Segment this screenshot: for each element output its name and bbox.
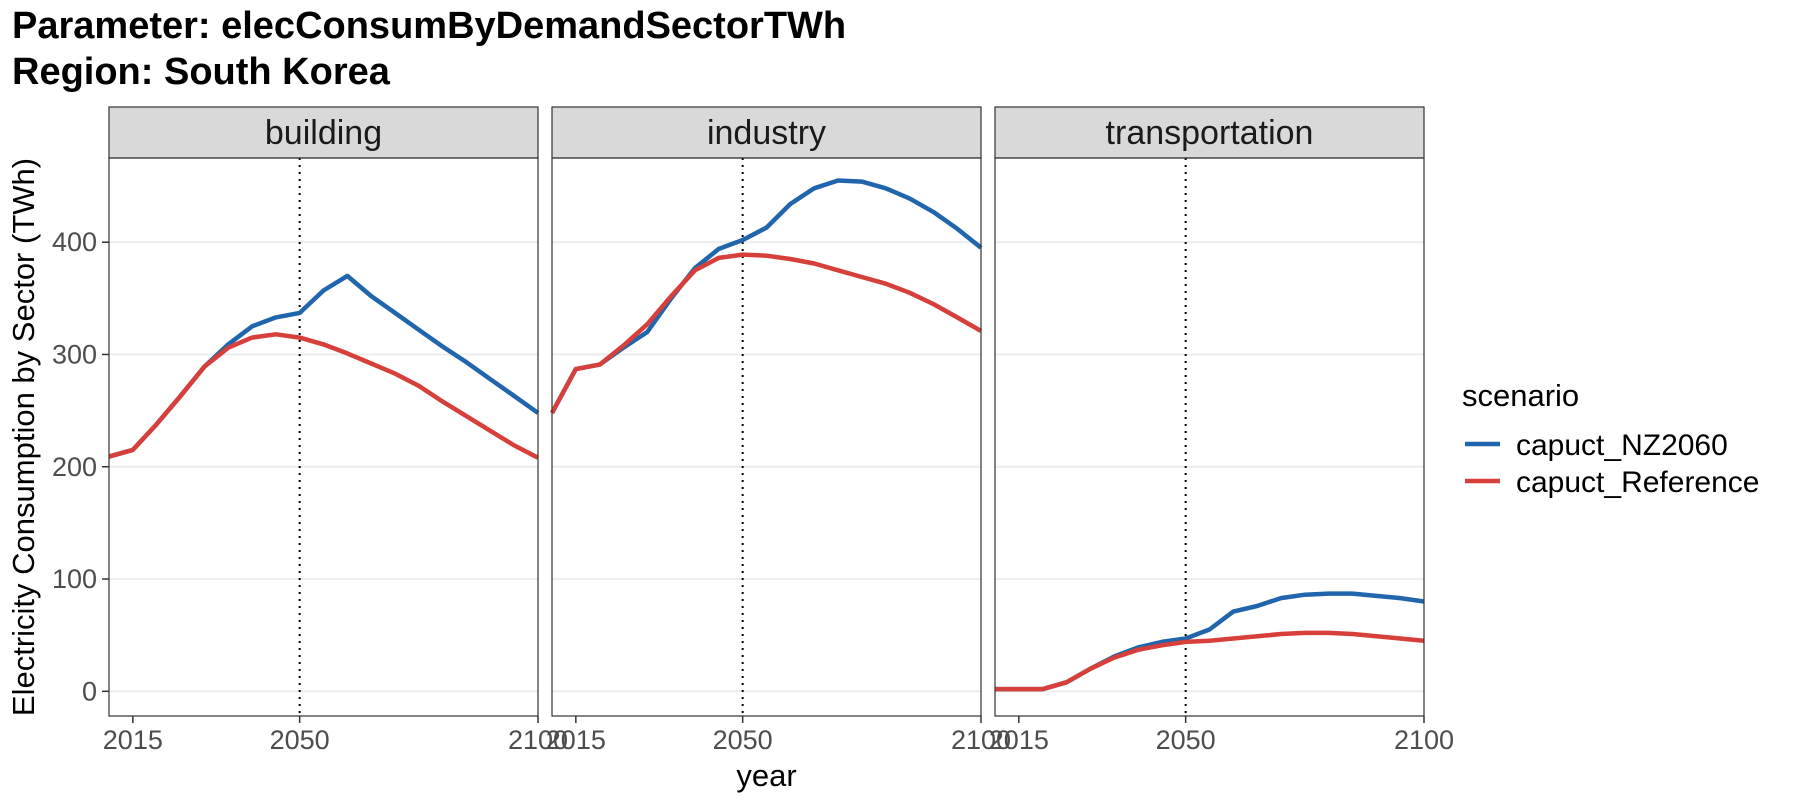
x-tick-label: 2050: [1156, 725, 1216, 755]
y-tick-label: 400: [52, 227, 97, 257]
legend-title: scenario: [1462, 378, 1579, 413]
x-tick-label: 2100: [951, 725, 1011, 755]
facet-panel-building: building 2015 2050 2100: [103, 106, 568, 755]
panel-border: [994, 157, 1425, 717]
x-tick-label: 2050: [270, 725, 330, 755]
x-tick-label: 2015: [546, 725, 606, 755]
chart-title-line2: Region: South Korea: [12, 51, 391, 93]
panel-border: [108, 157, 539, 717]
facet-panel-transportation: transportation 2015 2050 2100: [989, 106, 1454, 755]
y-tick-label: 100: [52, 564, 97, 594]
y-tick-label: 200: [52, 452, 97, 482]
x-tick-label: 2100: [1394, 725, 1454, 755]
y-tick-label: 300: [52, 339, 97, 369]
facet-strip: [551, 106, 982, 159]
x-tick-label: 2050: [713, 725, 773, 755]
x-tick-label: 2100: [508, 725, 568, 755]
facet-panel-industry: industry 2015 2050 2100: [546, 106, 1011, 755]
series-line-capuct_Reference: [108, 332, 540, 460]
panel-border: [551, 157, 982, 717]
facet-strip-label: building: [265, 114, 382, 152]
legend-label-capuct_Reference: capuct_Reference: [1516, 466, 1760, 499]
x-tick-label: 2015: [989, 725, 1049, 755]
series-line-capuct_Reference: [550, 252, 983, 414]
facet-strip-label: transportation: [1106, 114, 1314, 152]
legend: scenario capuct_NZ2060 capuct_Reference: [1462, 378, 1760, 499]
chart-title-line1: Parameter: elecConsumByDemandSectorTWh: [12, 5, 846, 47]
series-line-capuct_NZ2060: [108, 273, 540, 459]
y-axis-title: Electricity Consumption by Sector (TWh): [6, 158, 41, 716]
series-line-capuct_Reference: [995, 630, 1425, 692]
facet-strip-label: industry: [707, 114, 826, 152]
x-axis-title: year: [736, 758, 796, 793]
y-axis: 0 100 200 300 400: [52, 227, 109, 706]
facet-panels: building 2015 2050 2100 industry 2015 2050 2100…: [52, 106, 1454, 755]
legend-label-capuct_NZ2060: capuct_NZ2060: [1516, 429, 1728, 462]
y-tick-label: 0: [82, 676, 97, 706]
facet-strip: [108, 106, 539, 159]
facet-strip: [994, 106, 1425, 159]
x-tick-label: 2015: [103, 725, 163, 755]
